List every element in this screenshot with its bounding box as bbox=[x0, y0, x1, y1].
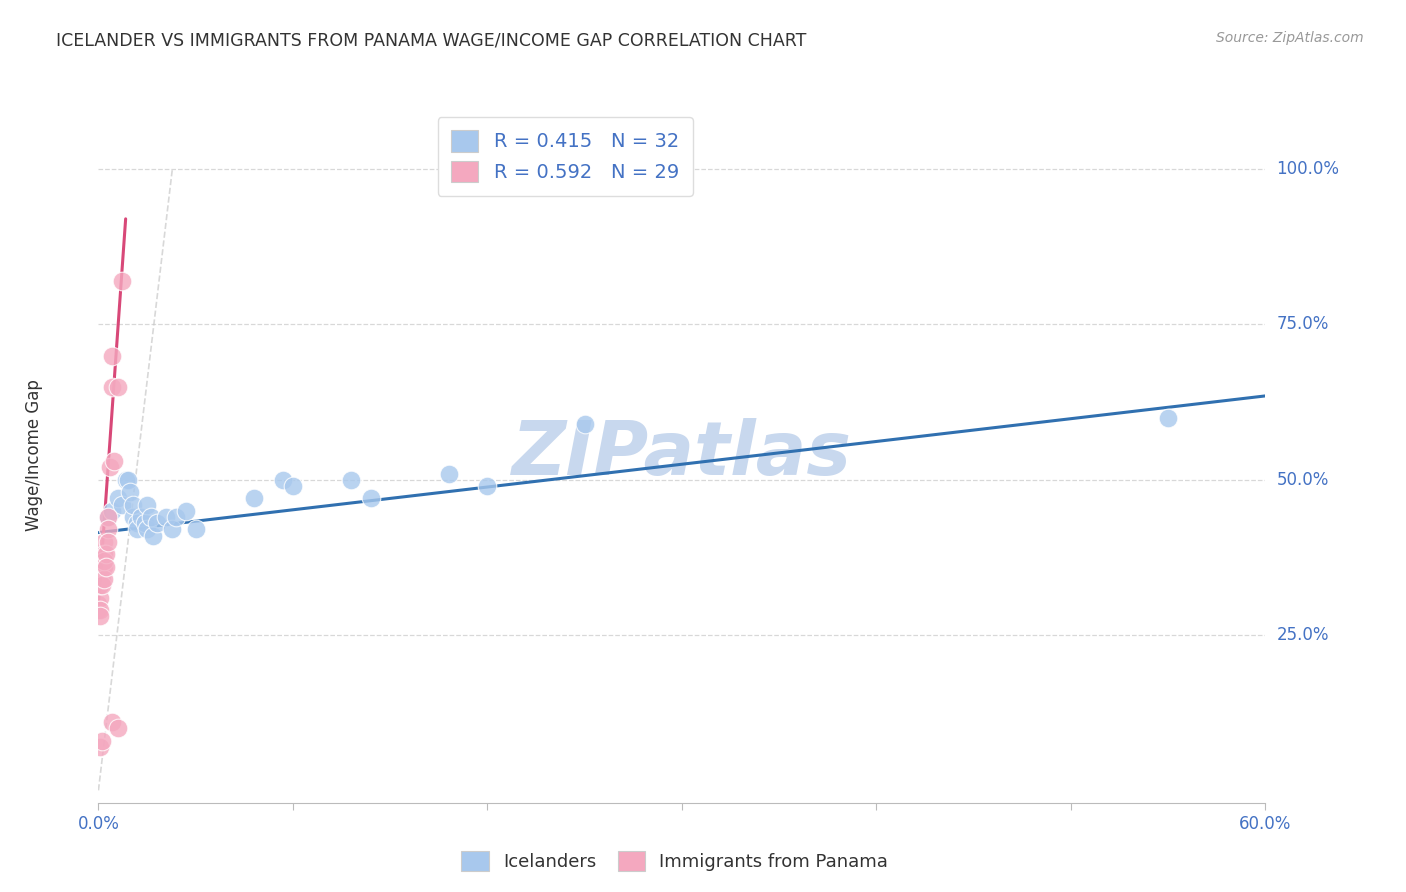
Point bbox=[127, 523, 149, 537]
Point bbox=[91, 559, 114, 574]
Point bbox=[114, 473, 136, 487]
Point bbox=[136, 498, 159, 512]
Point bbox=[97, 510, 120, 524]
Point bbox=[93, 559, 115, 574]
Point bbox=[97, 523, 120, 537]
Point bbox=[437, 467, 460, 481]
Point bbox=[89, 578, 111, 592]
Point bbox=[97, 534, 120, 549]
Point bbox=[93, 547, 115, 561]
Point bbox=[184, 523, 207, 537]
Point bbox=[98, 460, 121, 475]
Point bbox=[340, 473, 363, 487]
Point bbox=[139, 510, 162, 524]
Point bbox=[93, 553, 115, 567]
Point bbox=[243, 491, 266, 506]
Legend: R = 0.415   N = 32, R = 0.592   N = 29: R = 0.415 N = 32, R = 0.592 N = 29 bbox=[437, 117, 693, 196]
Text: ZIPatlas: ZIPatlas bbox=[512, 418, 852, 491]
Text: ICELANDER VS IMMIGRANTS FROM PANAMA WAGE/INCOME GAP CORRELATION CHART: ICELANDER VS IMMIGRANTS FROM PANAMA WAGE… bbox=[56, 31, 807, 49]
Text: Wage/Income Gap: Wage/Income Gap bbox=[25, 379, 44, 531]
Point bbox=[87, 597, 110, 611]
Text: 25.0%: 25.0% bbox=[1277, 626, 1329, 644]
Point bbox=[122, 510, 145, 524]
Point bbox=[134, 516, 156, 531]
Point bbox=[174, 504, 197, 518]
Point bbox=[101, 504, 124, 518]
Point bbox=[107, 721, 129, 735]
Text: Source: ZipAtlas.com: Source: ZipAtlas.com bbox=[1216, 31, 1364, 45]
Point bbox=[93, 534, 115, 549]
Point bbox=[107, 491, 129, 506]
Point bbox=[101, 349, 124, 363]
Point bbox=[127, 516, 149, 531]
Text: 75.0%: 75.0% bbox=[1277, 316, 1329, 334]
Point bbox=[477, 479, 499, 493]
Point bbox=[1157, 410, 1180, 425]
Point bbox=[155, 510, 177, 524]
Point bbox=[91, 733, 114, 747]
Text: 100.0%: 100.0% bbox=[1277, 161, 1340, 178]
Point bbox=[96, 559, 118, 574]
Point bbox=[142, 529, 165, 543]
Point bbox=[360, 491, 382, 506]
Point bbox=[129, 510, 152, 524]
Point bbox=[281, 479, 304, 493]
Point bbox=[111, 498, 134, 512]
Point bbox=[118, 485, 141, 500]
Point bbox=[122, 498, 145, 512]
Point bbox=[101, 714, 124, 729]
Point bbox=[162, 523, 184, 537]
Point bbox=[89, 739, 111, 754]
Text: 50.0%: 50.0% bbox=[1277, 471, 1329, 489]
Point bbox=[91, 572, 114, 586]
Point bbox=[574, 417, 596, 431]
Point bbox=[89, 591, 111, 605]
Point bbox=[103, 454, 125, 468]
Point bbox=[107, 379, 129, 393]
Point bbox=[89, 603, 111, 617]
Point bbox=[271, 473, 294, 487]
Point bbox=[91, 578, 114, 592]
Point bbox=[96, 547, 118, 561]
Point bbox=[87, 603, 110, 617]
Point bbox=[93, 572, 115, 586]
Point bbox=[97, 510, 120, 524]
Point bbox=[165, 510, 187, 524]
Point bbox=[111, 274, 134, 288]
Legend: Icelanders, Immigrants from Panama: Icelanders, Immigrants from Panama bbox=[454, 844, 896, 879]
Point bbox=[117, 473, 139, 487]
Point bbox=[101, 379, 124, 393]
Point bbox=[146, 516, 169, 531]
Point bbox=[89, 609, 111, 624]
Point bbox=[136, 523, 159, 537]
